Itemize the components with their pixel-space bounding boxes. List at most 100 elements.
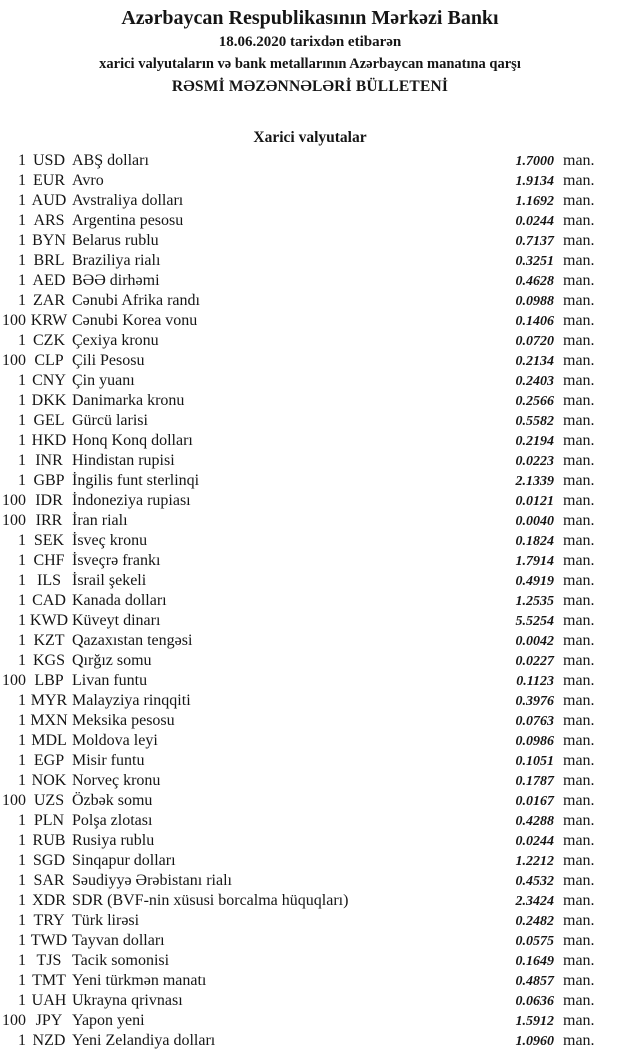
exchange-rate: 1.0960 — [515, 1034, 555, 1049]
currency-quantity: 1 — [18, 212, 26, 229]
unit-label: man. — [563, 412, 595, 429]
currency-quantity: 1 — [18, 552, 26, 569]
exchange-rate: 0.0986 — [515, 734, 555, 749]
currency-row: 1 UAH Ukrayna qrivnası 0.0636 man. — [0, 991, 620, 1011]
currency-quantity: 1 — [18, 152, 26, 169]
currency-name: Honq Konq dolları — [72, 432, 193, 449]
currency-row: 1 KWD Küveyt dinarı 5.5254 man. — [0, 611, 620, 631]
currency-name: Yeni Zelandiya dolları — [72, 1032, 216, 1049]
currency-row: 1 MXN Meksika pesosu 0.0763 man. — [0, 711, 620, 731]
exchange-rate: 1.7914 — [515, 554, 555, 569]
currency-quantity: 1 — [18, 932, 26, 949]
currency-code: DKK — [31, 392, 67, 409]
currency-row: 100 CLP Çili Pesosu 0.2134 man. — [0, 351, 620, 371]
exchange-rate: 2.3424 — [515, 894, 555, 909]
exchange-rate: 0.2134 — [515, 354, 555, 369]
currency-name: Kanada dolları — [72, 592, 167, 609]
unit-label: man. — [563, 852, 595, 869]
currency-code: TRY — [33, 912, 65, 929]
exchange-rate: 0.0763 — [515, 714, 555, 729]
currency-code: UAH — [31, 992, 67, 1009]
currency-row: 1 BRL Braziliya rialı 0.3251 man. — [0, 251, 620, 271]
unit-label: man. — [563, 392, 595, 409]
currency-code: GEL — [33, 412, 65, 429]
currency-row: 1 TRY Türk lirəsi 0.2482 man. — [0, 911, 620, 931]
currency-code: ILS — [37, 572, 61, 589]
unit-label: man. — [563, 532, 595, 549]
currency-quantity: 1 — [18, 652, 26, 669]
unit-label: man. — [563, 692, 595, 709]
exchange-rate: 0.0244 — [515, 834, 555, 849]
currency-code: CAD — [32, 592, 66, 609]
currency-row: 100 LBP Livan funtu 0.1123 man. — [0, 671, 620, 691]
currency-name: Moldova leyi — [72, 732, 158, 749]
currency-row: 1 RUB Rusiya rublu 0.0244 man. — [0, 831, 620, 851]
exchange-rate: 2.1339 — [515, 474, 555, 489]
exchange-rate: 0.0636 — [515, 994, 555, 1009]
currency-name: Avstraliya dolları — [72, 192, 184, 209]
bulletin-subtitle: xarici valyutaların və bank metallarının… — [99, 56, 521, 72]
unit-label: man. — [563, 832, 595, 849]
currency-code: IRR — [35, 512, 63, 529]
currency-code: SEK — [33, 532, 65, 549]
unit-label: man. — [563, 892, 595, 909]
currency-row: 1 TWD Tayvan dolları 0.0575 man. — [0, 931, 620, 951]
exchange-rate: 0.0042 — [515, 634, 555, 649]
currency-row: 1 BYN Belarus rublu 0.7137 man. — [0, 231, 620, 251]
currency-name: Livan funtu — [72, 672, 148, 689]
currency-code: SAR — [33, 872, 65, 889]
currency-quantity: 100 — [2, 672, 26, 689]
currency-name: Avro — [72, 172, 104, 189]
currency-quantity: 1 — [18, 692, 26, 709]
exchange-rate: 1.1692 — [515, 194, 555, 209]
currency-code: TMT — [32, 972, 66, 989]
currency-name: Braziliya rialı — [72, 252, 161, 269]
unit-label: man. — [563, 1032, 595, 1049]
currency-row: 1 NOK Norveç kronu 0.1787 man. — [0, 771, 620, 791]
currency-row: 1 CAD Kanada dolları 1.2535 man. — [0, 591, 620, 611]
unit-label: man. — [563, 512, 595, 529]
currency-name: Rusiya rublu — [72, 832, 155, 849]
currency-name: Argentina pesosu — [72, 212, 184, 229]
currency-quantity: 100 — [2, 1012, 26, 1029]
currency-name: İngilis funt sterlinqi — [72, 472, 200, 489]
exchange-rate: 0.5582 — [515, 414, 555, 429]
exchange-rate: 0.4532 — [515, 874, 555, 889]
currency-code: USD — [32, 152, 65, 169]
exchange-rate: 0.2566 — [515, 394, 555, 409]
currency-quantity: 1 — [18, 592, 26, 609]
currency-row: 1 MYR Malayziya rinqqiti 0.3976 man. — [0, 691, 620, 711]
currency-name: Meksika pesosu — [72, 712, 175, 729]
currency-row: 1 CHF İsveçrə frankı 1.7914 man. — [0, 551, 620, 571]
currency-quantity: 1 — [18, 812, 26, 829]
exchange-rate: 0.1787 — [515, 774, 555, 789]
currency-quantity: 1 — [18, 632, 26, 649]
currency-name: Cənubi Afrika randı — [72, 292, 200, 309]
exchange-rate: 0.3251 — [515, 254, 555, 269]
currency-quantity: 1 — [18, 412, 26, 429]
unit-label: man. — [563, 772, 595, 789]
currency-code: EGP — [33, 752, 65, 769]
currency-code: AUD — [31, 192, 67, 209]
currency-quantity: 1 — [18, 612, 26, 629]
currency-name: Hindistan rupisi — [72, 452, 175, 469]
currency-quantity: 1 — [18, 732, 26, 749]
exchange-rate: 1.2535 — [515, 594, 555, 609]
currency-row: 1 EUR Avro 1.9134 man. — [0, 171, 620, 191]
exchange-rate: 0.4628 — [515, 274, 555, 289]
exchange-rate: 0.4857 — [515, 974, 555, 989]
currency-row: 1 ARS Argentina pesosu 0.0244 man. — [0, 211, 620, 231]
unit-label: man. — [563, 492, 595, 509]
currency-row: 1 INR Hindistan rupisi 0.0223 man. — [0, 451, 620, 471]
unit-label: man. — [563, 152, 595, 169]
exchange-rate: 0.1123 — [516, 674, 554, 689]
currency-name: Ukrayna qrivnası — [72, 992, 183, 1009]
currency-row: 1 EGP Misir funtu 0.1051 man. — [0, 751, 620, 771]
unit-label: man. — [563, 212, 595, 229]
unit-label: man. — [563, 592, 595, 609]
unit-label: man. — [563, 252, 595, 269]
currency-row: 1 DKK Danimarka kronu 0.2566 man. — [0, 391, 620, 411]
currency-code: SGD — [32, 852, 65, 869]
currency-row: 1 NZD Yeni Zelandiya dolları 1.0960 man. — [0, 1031, 620, 1051]
